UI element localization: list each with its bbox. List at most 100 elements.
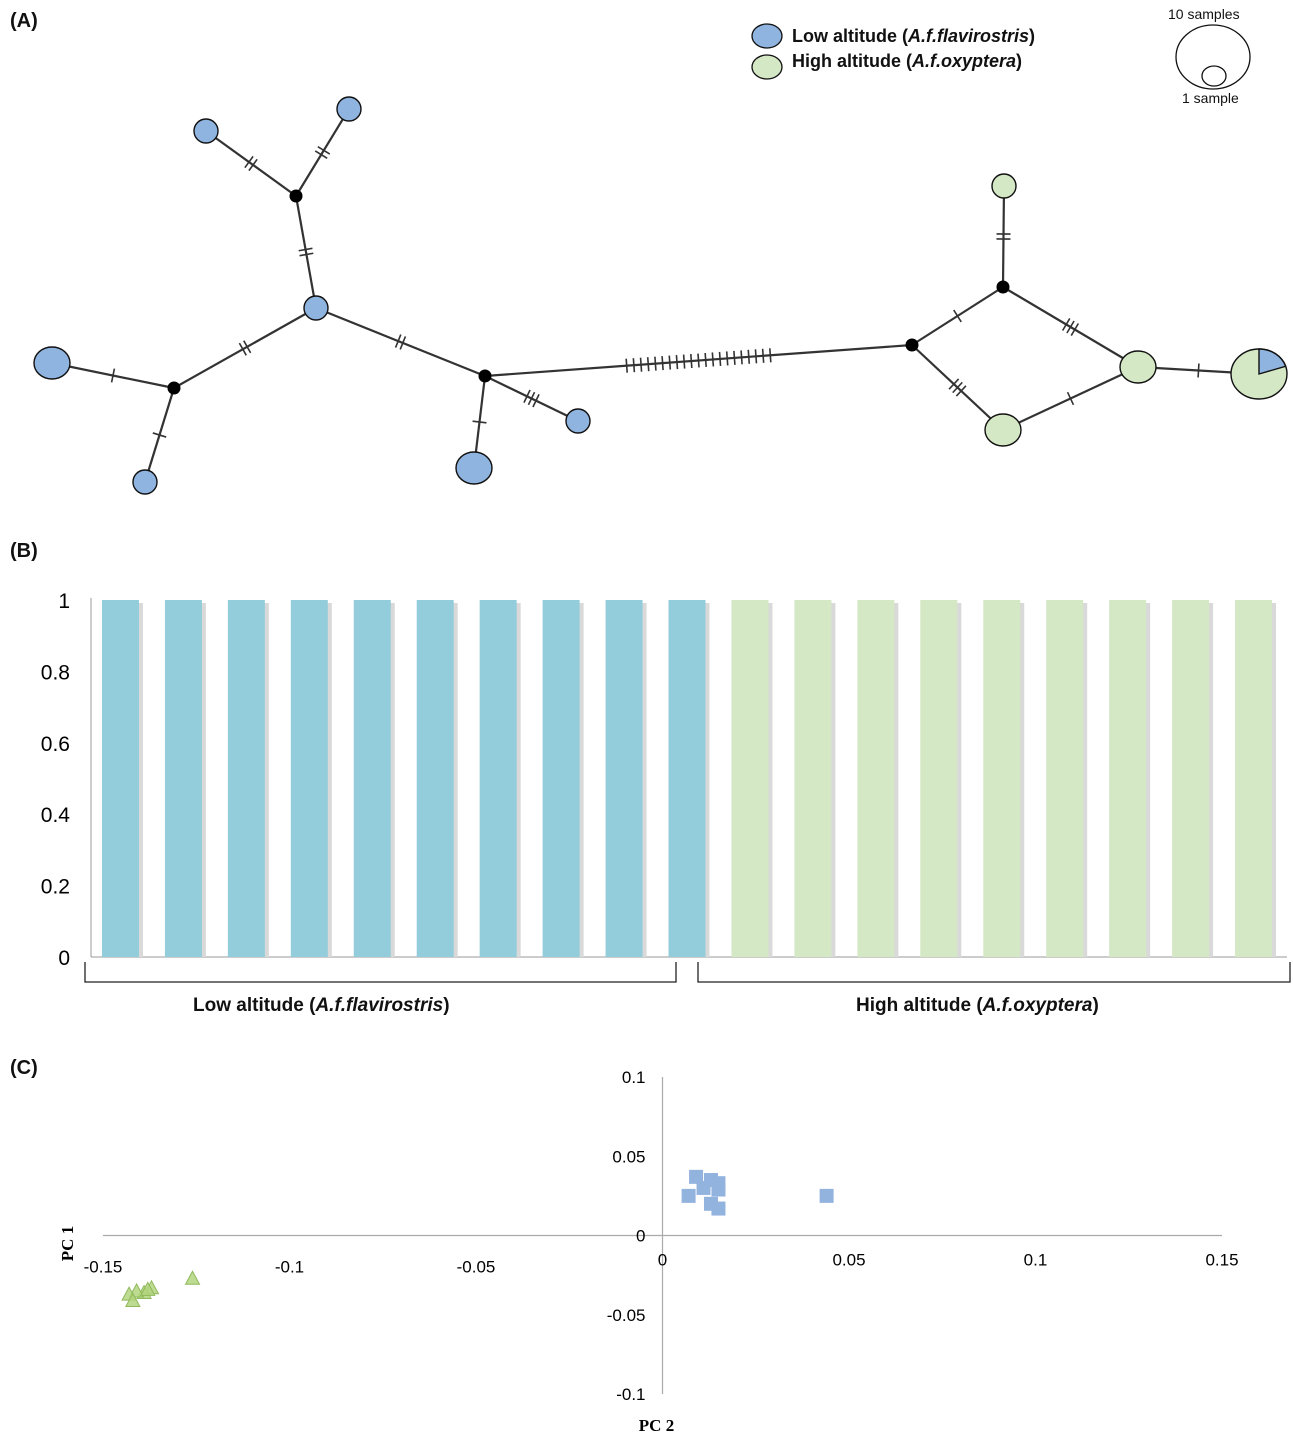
bar — [101, 600, 139, 957]
bar — [416, 600, 454, 957]
x-tick-label: 0.1 — [1024, 1251, 1048, 1270]
bar — [164, 600, 202, 957]
haplotype-node-low — [455, 451, 493, 485]
haplotype-network — [33, 23, 1288, 495]
y-tick-label: 0.4 — [41, 804, 71, 827]
median-vector-node — [478, 369, 492, 383]
group-bracket-low — [84, 962, 677, 983]
panel-label-a: (A) — [10, 10, 38, 32]
y-tick-label: 0.2 — [41, 876, 70, 899]
bar — [1046, 600, 1084, 957]
x-tick-label: -0.15 — [84, 1258, 123, 1277]
mutation-tick — [761, 348, 765, 363]
mutation-tick — [243, 340, 252, 354]
mutation-tick — [697, 353, 700, 368]
mutation-tick — [675, 355, 679, 370]
mutation-tick — [704, 352, 707, 368]
group-label-low: Low altitude (A.f.flavirostris) — [193, 995, 450, 1016]
bar — [290, 600, 328, 957]
mutation-tick — [1070, 323, 1080, 336]
mutation-tick — [625, 358, 628, 373]
mutation-tick — [399, 336, 407, 350]
median-vector-node — [167, 381, 181, 395]
network-edge — [294, 195, 318, 309]
haplotype-node-low — [303, 295, 329, 321]
x-tick-label: 0.15 — [1205, 1251, 1238, 1270]
haplotype-node-low — [565, 408, 591, 434]
mutation-tick — [523, 389, 531, 403]
mutation-tick — [661, 356, 664, 371]
mutation-tick — [952, 381, 963, 394]
x-axis-title: PC 2 — [639, 1416, 674, 1435]
legend-low-label: Low altitude (A.f.flavirostris) — [792, 26, 1036, 46]
mutation-tick — [472, 420, 487, 424]
pca-scatter-plot: -0.15 -0.1 -0.05 0 0.05 0.1 0.15 0.1 0.05 0 -0.05 -… — [58, 1068, 1239, 1435]
legend-high-swatch — [751, 54, 783, 80]
haplotype-node-low — [33, 346, 71, 380]
mutation-tick — [690, 353, 693, 369]
mutation-tick — [244, 155, 254, 169]
mutation-tick — [238, 342, 247, 356]
median-vector-node — [996, 280, 1010, 294]
mutation-tick — [298, 247, 313, 252]
mutation-tick — [948, 378, 960, 390]
mutation-tick — [299, 252, 314, 257]
size-legend-large-circle — [1175, 24, 1251, 90]
panel-label-b: (B) — [10, 540, 38, 562]
y-tick-label: 0.8 — [41, 661, 70, 684]
mutation-tick — [646, 357, 650, 372]
mutation-tick — [725, 351, 729, 366]
x-tick-label: 0 — [658, 1251, 667, 1270]
haplotype-node-high — [1119, 350, 1157, 384]
pca-point-low — [681, 1188, 696, 1203]
bar — [794, 600, 832, 957]
y-tick-label: -0.05 — [607, 1306, 646, 1325]
mutation-tick — [632, 358, 636, 373]
network-edge — [205, 130, 297, 197]
mutation-tick — [532, 394, 540, 408]
structure-bar-chart: 0 0.2 0.4 0.6 0.8 1 — [41, 590, 1291, 983]
bar — [857, 600, 895, 957]
pca-point-low — [711, 1182, 726, 1197]
size-legend-small-circle — [1201, 65, 1227, 87]
x-tick-label: -0.1 — [275, 1258, 304, 1277]
pca-point-high — [125, 1292, 141, 1307]
y-axis-title: PC 1 — [58, 1226, 77, 1261]
pca-point-low — [711, 1201, 726, 1216]
y-tick-label: -0.1 — [616, 1385, 645, 1404]
network-edge — [1001, 185, 1006, 288]
mutation-tick — [1066, 320, 1075, 334]
mutation-tick — [747, 349, 751, 364]
y-tick-label: 0.1 — [622, 1068, 646, 1087]
mutation-tick — [711, 352, 715, 367]
legend-high-label: High altitude (A.f.oxyptera) — [792, 51, 1023, 71]
pca-point-low — [696, 1180, 711, 1195]
pca-point-high — [184, 1270, 201, 1285]
mutation-tick — [718, 351, 722, 366]
network-edge — [315, 306, 486, 378]
network-edge — [173, 307, 317, 389]
mutation-tick — [733, 350, 736, 365]
x-tick-label: -0.05 — [457, 1258, 496, 1277]
group-label-high: High altitude (A.f.oxyptera) — [856, 995, 1099, 1016]
mutation-tick — [668, 355, 672, 370]
median-vector-node — [905, 338, 919, 352]
mutation-tick — [740, 350, 743, 365]
haplotype-node-low — [336, 96, 362, 122]
bar — [1172, 600, 1210, 957]
bar — [731, 600, 769, 957]
pca-point-low — [819, 1188, 834, 1203]
mutation-tick — [248, 158, 258, 172]
median-vector-node — [289, 189, 303, 203]
mutation-tick — [394, 334, 402, 348]
mutation-tick — [317, 146, 331, 155]
mutation-tick — [953, 309, 962, 323]
bar — [983, 600, 1021, 957]
mutation-tick — [654, 356, 657, 371]
mutation-tick — [110, 368, 116, 383]
bar — [1235, 600, 1273, 957]
bar — [227, 600, 265, 957]
size-legend-small-label: 1 sample — [1182, 90, 1239, 106]
mutation-tick — [639, 357, 643, 372]
mutation-tick — [1197, 363, 1200, 378]
